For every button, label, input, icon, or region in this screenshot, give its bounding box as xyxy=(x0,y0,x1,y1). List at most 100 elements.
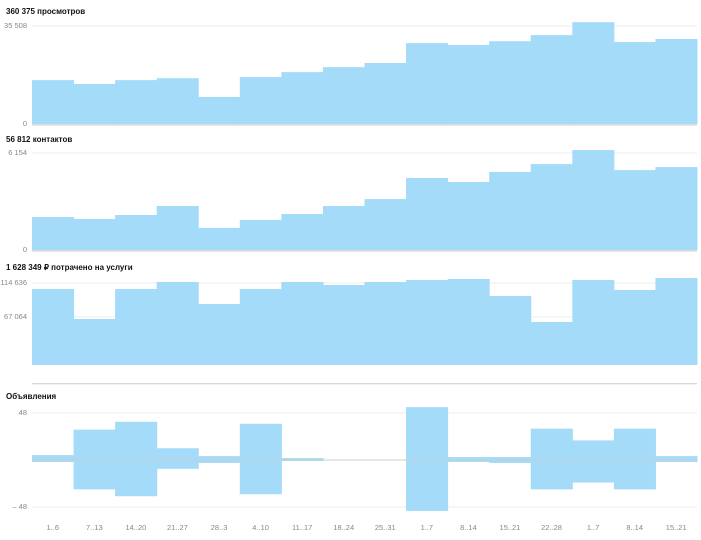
bar xyxy=(489,171,532,250)
bar xyxy=(447,182,490,250)
bar xyxy=(239,77,282,124)
bar xyxy=(73,318,116,365)
x-tick-label: 8..14 xyxy=(460,523,477,532)
bar xyxy=(32,455,75,460)
bar xyxy=(406,177,449,250)
bar xyxy=(613,290,656,365)
bar xyxy=(115,215,158,250)
bar xyxy=(156,78,199,124)
bar xyxy=(198,456,241,460)
x-tick-label: 8..14 xyxy=(626,523,643,532)
bar xyxy=(447,457,490,460)
bar xyxy=(115,289,158,365)
x-tick-label: 15..21 xyxy=(500,523,521,532)
bar xyxy=(613,170,656,250)
bar xyxy=(447,45,490,124)
x-tick-label: 7..13 xyxy=(86,523,103,532)
y-tick-label: 6 154 xyxy=(8,148,27,157)
bar xyxy=(530,428,573,460)
bar xyxy=(239,423,282,460)
bar xyxy=(572,22,615,125)
bar xyxy=(406,280,449,365)
bar xyxy=(655,38,698,124)
x-tick-label: 1..7 xyxy=(587,523,600,532)
bar xyxy=(73,83,116,124)
bar xyxy=(364,63,407,124)
x-tick-label: 22..28 xyxy=(541,523,562,532)
bar xyxy=(322,284,365,365)
bar xyxy=(406,43,449,125)
x-tick-label: 11..17 xyxy=(292,523,312,532)
bar xyxy=(489,41,532,125)
bar xyxy=(613,428,656,460)
bar xyxy=(115,80,158,124)
bar xyxy=(322,206,365,250)
bar xyxy=(572,460,615,483)
bar xyxy=(32,80,75,124)
x-tick-label: 1..7 xyxy=(421,523,434,532)
bar xyxy=(156,206,199,250)
bar xyxy=(613,42,656,124)
bar xyxy=(156,448,199,460)
bar xyxy=(239,289,282,365)
chart-title: 360 375 просмотров xyxy=(6,7,85,16)
bar xyxy=(530,321,573,365)
bar xyxy=(198,227,241,250)
y-tick-label: 48 xyxy=(19,408,27,417)
bar xyxy=(655,460,698,462)
chart-title: Объявления xyxy=(6,392,57,401)
y-tick-label: 0 xyxy=(23,245,27,254)
bar xyxy=(530,460,573,490)
bar xyxy=(115,460,158,497)
bar xyxy=(239,460,282,495)
bar xyxy=(198,460,241,463)
bar xyxy=(489,295,532,365)
x-tick-label: 25..31 xyxy=(375,523,396,532)
bar xyxy=(32,289,75,365)
bar xyxy=(406,460,449,511)
chart-title: 1 628 349 ₽ потрачено на услуги xyxy=(6,263,133,272)
bar xyxy=(447,279,490,365)
x-tick-label: 21..27 xyxy=(167,523,188,532)
y-tick-label: 0 xyxy=(23,119,27,128)
bar xyxy=(655,456,698,460)
bar xyxy=(364,282,407,365)
chart-title: 56 812 контактов xyxy=(6,135,72,144)
bar xyxy=(406,407,449,460)
x-tick-label: 28..3 xyxy=(211,523,228,532)
bar xyxy=(198,96,241,124)
bar xyxy=(281,214,324,250)
bar xyxy=(73,460,116,490)
bar xyxy=(156,282,199,365)
bar xyxy=(281,72,324,124)
bar xyxy=(32,460,75,462)
bar xyxy=(32,217,75,250)
bar xyxy=(115,421,158,460)
bar xyxy=(530,164,573,250)
y-tick-label: 67 064 xyxy=(4,312,27,321)
y-tick-label: 35 508 xyxy=(4,21,27,30)
bar xyxy=(655,278,698,365)
bar xyxy=(73,218,116,250)
bar xyxy=(613,460,656,490)
bar xyxy=(655,167,698,250)
y-tick-label: 114 636 xyxy=(0,278,27,287)
bar xyxy=(572,280,615,365)
x-tick-label: 15..21 xyxy=(666,523,687,532)
bar xyxy=(572,440,615,460)
bar xyxy=(73,429,116,460)
bar xyxy=(572,150,615,250)
bar xyxy=(364,199,407,250)
bar xyxy=(530,35,573,125)
bar xyxy=(281,282,324,365)
x-tick-label: 14..20 xyxy=(125,523,146,532)
bar xyxy=(447,460,490,462)
bar xyxy=(281,458,324,460)
bar xyxy=(489,460,532,463)
bar xyxy=(322,67,365,124)
y-tick-label: – 48 xyxy=(12,502,27,511)
bar xyxy=(239,220,282,250)
bar xyxy=(198,304,241,365)
bar xyxy=(156,460,199,469)
